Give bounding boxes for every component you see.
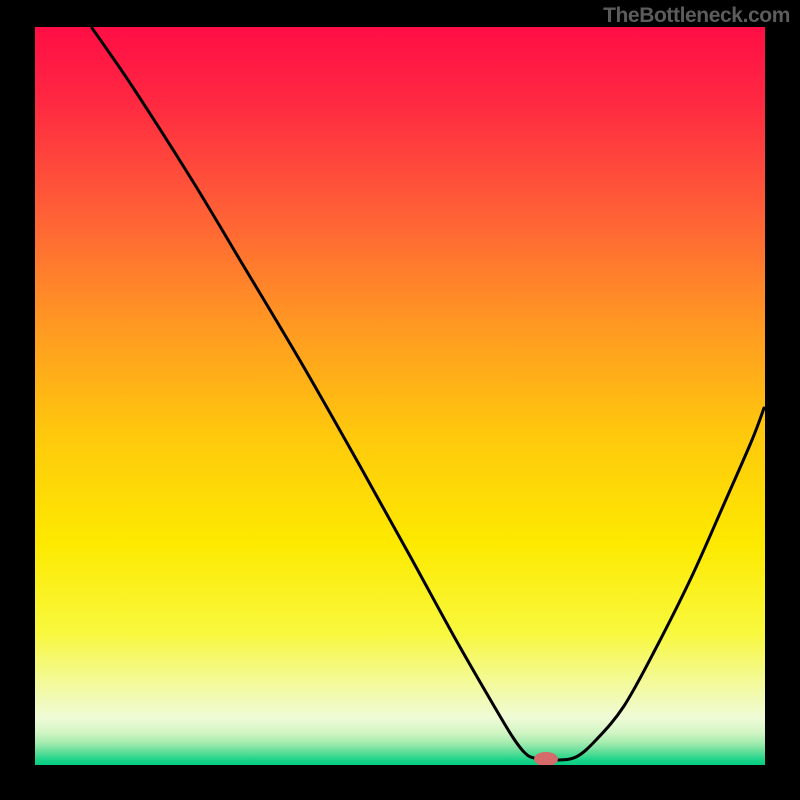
- bottleneck-chart-svg: [0, 0, 800, 800]
- gradient-background: [34, 26, 766, 766]
- optimum-marker: [534, 752, 558, 766]
- chart-stage: TheBottleneck.com: [0, 0, 800, 800]
